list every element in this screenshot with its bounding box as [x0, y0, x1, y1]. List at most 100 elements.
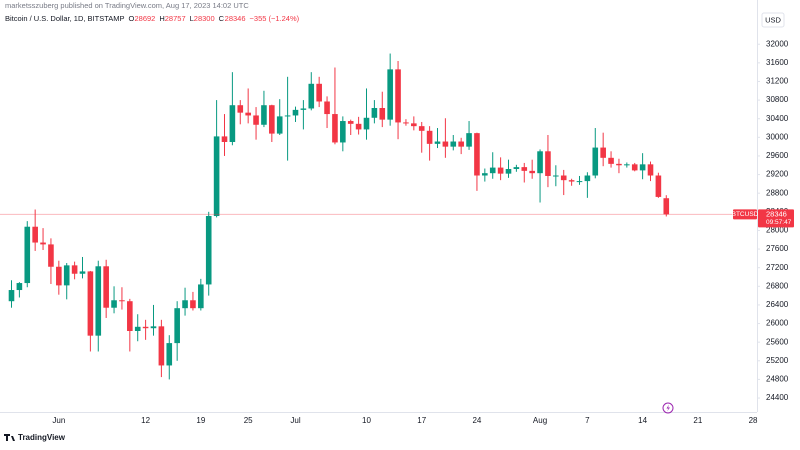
candle-body [553, 175, 559, 177]
candle-body [119, 300, 125, 302]
candle-body [111, 300, 117, 308]
publisher: marketsszuberg published on TradingView.… [5, 1, 249, 10]
candle-body [284, 115, 291, 117]
symbol-tag-text: BTCUSD [732, 211, 759, 218]
candle-body [300, 108, 307, 110]
candle-body [237, 105, 244, 113]
candle-body [647, 164, 654, 176]
candle-body [655, 175, 662, 197]
symbol-tag [733, 209, 757, 220]
candle-body [568, 180, 575, 182]
candle-body [434, 141, 441, 144]
x-tick-label: 21 [693, 416, 702, 425]
candle-body [513, 167, 520, 169]
candle-body [411, 123, 417, 127]
candle-body [142, 326, 149, 329]
candle-body [16, 283, 23, 291]
candle-body [497, 167, 504, 174]
candle-body [489, 167, 496, 174]
candle-body [505, 168, 512, 174]
candle-body [221, 136, 228, 142]
candle-body [48, 244, 54, 267]
candle-body [474, 133, 480, 176]
currency[interactable]: USD [765, 15, 781, 24]
candle-body [545, 151, 551, 176]
candle-body [276, 116, 283, 134]
candle-body [395, 69, 401, 123]
x-tick-label: 14 [638, 416, 647, 425]
candle-body [174, 308, 180, 344]
x-tick-label: 28 [749, 416, 758, 425]
candle-body [340, 121, 346, 143]
candle-body [371, 108, 378, 118]
candle-body [261, 105, 267, 125]
brand-text: TradingView [18, 433, 66, 442]
candle-body [71, 265, 78, 274]
y-tick-label: 30000 [766, 132, 789, 141]
candle-body [466, 133, 472, 147]
candle-body [150, 326, 157, 329]
candle-body [332, 114, 338, 143]
candle-body [442, 141, 449, 147]
y-tick-label: 25200 [766, 356, 789, 365]
y-tick-label: 28000 [766, 226, 789, 235]
candle-body [63, 265, 70, 286]
ohlc-value: 28346 [225, 14, 246, 23]
candle-body [308, 83, 315, 109]
candle-body [616, 163, 622, 166]
x-tick-label: 12 [141, 416, 150, 425]
candle-body [363, 117, 370, 130]
ohlc-label: H [159, 14, 164, 23]
y-tick-label: 27600 [766, 244, 789, 253]
candle-body [32, 226, 38, 243]
candle-body [205, 216, 212, 285]
candle-body [40, 242, 46, 245]
candle-body [79, 271, 86, 274]
replay-icon[interactable] [662, 402, 674, 414]
y-tick-label: 31200 [766, 77, 789, 86]
candle-body [198, 284, 204, 309]
candle-body [529, 170, 535, 174]
y-tick-label: 27200 [766, 263, 789, 272]
ohlc-label: C [219, 14, 225, 23]
x-tick-label: 25 [244, 416, 253, 425]
ohlc-label: O [128, 14, 134, 23]
candle-body [56, 266, 62, 286]
candle-body [103, 266, 109, 308]
candle-body [8, 290, 15, 302]
currency-box[interactable] [761, 12, 785, 28]
candle-body [134, 326, 141, 331]
candle-body [87, 271, 94, 336]
ohlc-row: O 28692 H 28757 L 28300 C 28346 −355 (−1.24%) [128, 14, 299, 23]
y-tick-label: 26000 [766, 319, 789, 328]
x-tick-label: 19 [196, 416, 205, 425]
price-tag-countdown: 09:57:47 [766, 219, 792, 226]
y-tick-label: 24400 [766, 393, 789, 402]
change: −355 (−1.24%) [250, 14, 300, 23]
y-tick-label: 26800 [766, 281, 789, 290]
x-tick-label: Aug [533, 416, 547, 425]
candle-body [182, 300, 188, 309]
candle-body [269, 105, 275, 134]
candle-body [576, 181, 583, 183]
candle-body [592, 147, 599, 176]
candle-body [245, 112, 251, 116]
candle-body [324, 101, 330, 115]
brand: TradingView [4, 433, 66, 442]
candle-body [608, 157, 614, 164]
y-tick-label: 28800 [766, 188, 789, 197]
y-tick-label: 24800 [766, 375, 789, 384]
price-tag-value: 28346 [766, 209, 787, 218]
y-tick-label: 26400 [766, 300, 789, 309]
x-tick-label: 10 [362, 416, 371, 425]
candle-body [521, 167, 528, 171]
candle-body [347, 121, 354, 124]
x-tick-label: 7 [585, 416, 590, 425]
candle-body [403, 122, 409, 124]
y-tick-label: 32000 [766, 39, 789, 48]
candle-body [560, 175, 567, 181]
candle-body [355, 123, 362, 130]
x-tick-label: 24 [472, 416, 481, 425]
ohlc-value: 28300 [194, 14, 215, 23]
candle-body [229, 105, 236, 142]
